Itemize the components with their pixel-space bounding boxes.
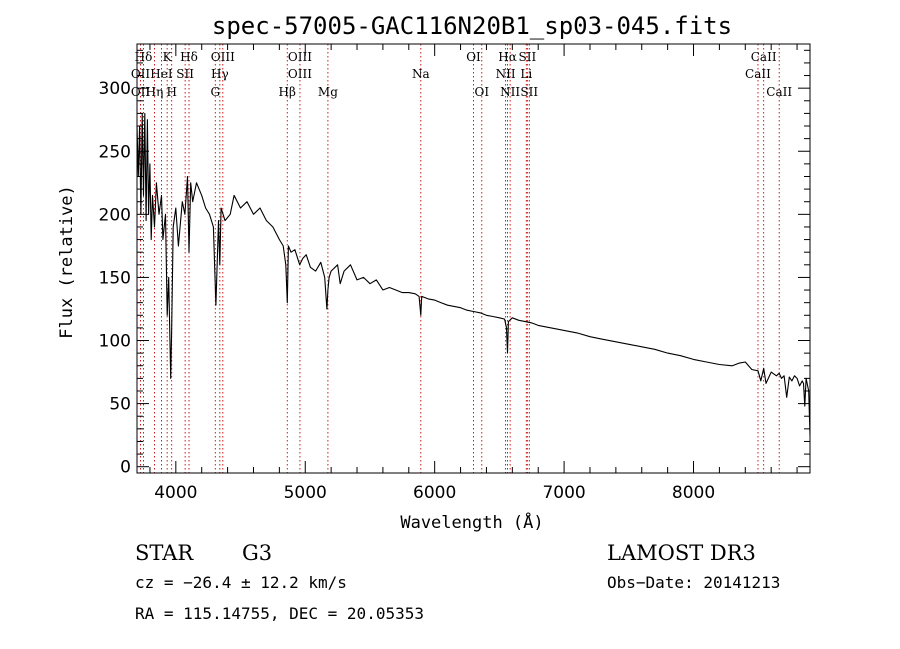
line-label-7: SII	[176, 67, 194, 81]
line-label-27: CaII	[766, 85, 792, 99]
spectral-line-markers	[140, 44, 780, 473]
line-label-1: OII	[131, 67, 151, 81]
chart-title: spec-57005-GAC116N20B1_sp03-045.fits	[212, 12, 732, 40]
line-label-10: Hγ	[211, 67, 229, 81]
line-label-17: OI	[466, 50, 481, 64]
y-tick-label-50: 50	[109, 395, 131, 415]
plot-axes: 4000 5000 6000 7000 8000 0 50 100 150 200 250 300	[99, 43, 811, 503]
line-label-0: Hδ	[135, 50, 153, 64]
line-label-2: OII	[131, 85, 151, 99]
object-class: STAR	[135, 541, 194, 565]
x-tick-label-8000: 8000	[672, 483, 715, 503]
line-label-13: OIII	[288, 50, 312, 64]
spectrum-plot	[136, 112, 811, 436]
line-label-21: NII	[500, 85, 520, 99]
y-tick-label-0: 0	[120, 458, 131, 478]
line-label-19: Hα	[498, 50, 517, 64]
line-label-25: CaII	[751, 50, 777, 64]
x-tick-label-7000: 7000	[542, 483, 585, 503]
line-label-22: SII	[518, 50, 536, 64]
line-label-4: HeI	[150, 67, 173, 81]
line-label-9: OIII	[211, 50, 235, 64]
redshift-readout: cz = −26.4 ± 12.2 km/s	[135, 573, 347, 592]
x-axis-label: Wavelength (Å)	[400, 511, 543, 533]
plot-frame	[136, 43, 811, 474]
y-tick-label-200: 200	[99, 205, 131, 225]
line-label-14: OIII	[288, 67, 312, 81]
line-label-23: Li	[520, 67, 532, 81]
line-label-6: H	[166, 85, 176, 99]
line-label-8: Hδ	[180, 50, 198, 64]
line-label-16: Na	[412, 67, 430, 81]
y-tick-label-150: 150	[99, 268, 131, 288]
y-tick-label-300: 300	[99, 79, 131, 99]
line-label-11: G	[211, 85, 221, 99]
x-tick-label-6000: 6000	[413, 483, 456, 503]
x-tick-label-5000: 5000	[284, 483, 327, 503]
y-tick-label-250: 250	[99, 142, 131, 162]
survey-name: LAMOST DR3	[607, 541, 756, 565]
observation-date: Obs−Date: 20141213	[607, 573, 780, 592]
x-tick-label-4000: 4000	[154, 483, 197, 503]
line-label-3: Hη	[146, 85, 164, 99]
line-label-12: Hβ	[279, 85, 296, 99]
line-label-5: K	[163, 50, 173, 64]
line-label-26: CaII	[745, 67, 771, 81]
spectrum-line	[136, 112, 811, 436]
y-tick-label-100: 100	[99, 332, 131, 352]
spectral-subclass: G3	[242, 541, 272, 565]
coordinates-readout: RA = 115.14755, DEC = 20.05353	[135, 604, 424, 623]
line-label-24: SII	[520, 85, 538, 99]
line-label-15: Mg	[318, 85, 338, 99]
line-label-20: NII	[496, 67, 516, 81]
y-axis-label: Flux (relative)	[57, 185, 77, 339]
line-label-18: OI	[474, 85, 489, 99]
